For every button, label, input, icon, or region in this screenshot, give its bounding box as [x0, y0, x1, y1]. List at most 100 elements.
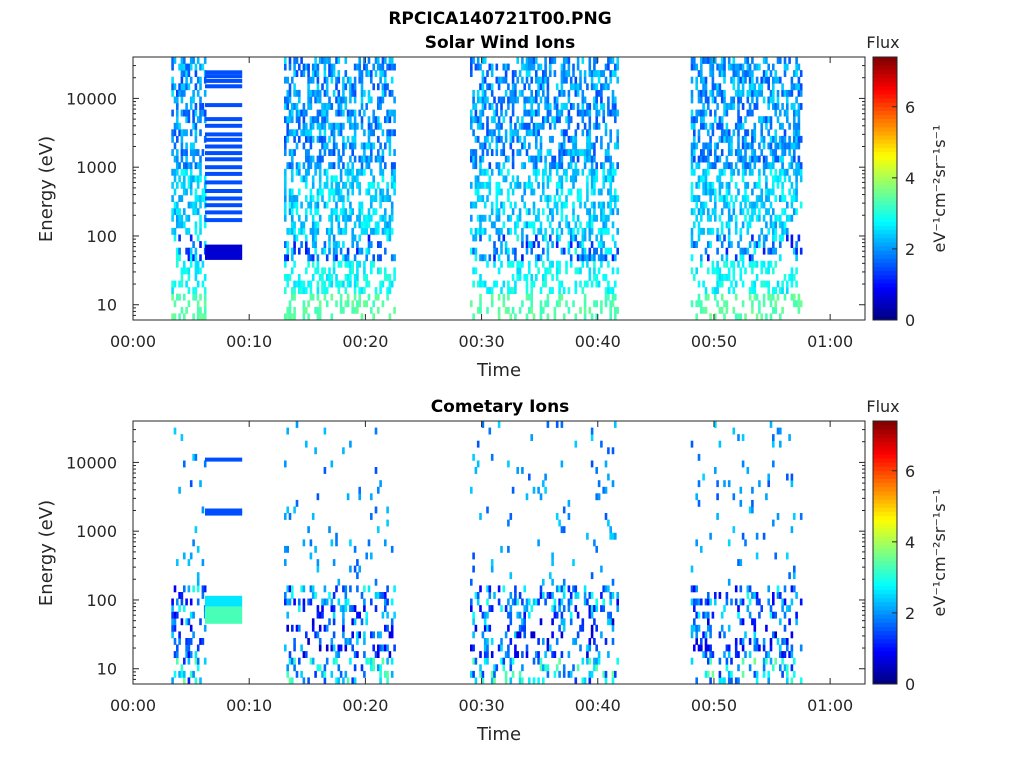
spectrogram-cell [374, 116, 378, 124]
spectrogram-cell [555, 300, 559, 308]
spectrogram-cell [178, 214, 181, 222]
spectrogram-cell [337, 214, 341, 222]
spectrogram-cell [616, 267, 619, 275]
spectrogram-cell [544, 274, 547, 281]
spectrogram-cell [330, 188, 334, 196]
spectrogram-cell [507, 254, 510, 262]
spectrogram-cell [783, 624, 787, 632]
spectrogram-cell [490, 670, 494, 678]
spectrogram-cell [711, 208, 715, 216]
spectrogram-cell [342, 618, 345, 626]
spectrogram-cell [725, 260, 729, 268]
spectrogram-cell [690, 168, 694, 176]
spectrogram-cell [360, 208, 364, 216]
spectrogram-cell [381, 300, 385, 308]
spectrogram-cell [720, 221, 724, 229]
spectrogram-cell [509, 611, 513, 619]
spectrogram-cell [381, 129, 385, 137]
spectrogram-cell [360, 89, 364, 97]
spectrogram-cell [616, 195, 619, 202]
spectrogram-cell [537, 168, 540, 176]
spectrogram-cell [495, 280, 499, 288]
spectrogram-cell [337, 149, 341, 156]
spectrogram-cell [748, 103, 752, 110]
spectrogram-cell [284, 181, 287, 189]
spectrogram-cell [690, 598, 694, 606]
spectrogram-cell [702, 116, 705, 124]
spectrogram-cell [716, 280, 719, 288]
spectrogram-cell [509, 260, 513, 268]
spectrogram-cell [318, 96, 322, 104]
spectrogram-cell [790, 293, 794, 301]
spectrogram-cell [797, 89, 801, 97]
spectrogram-cell [600, 300, 603, 308]
spectrogram-cell [203, 57, 207, 64]
spectrogram-cell [502, 221, 506, 229]
spectrogram-cell [569, 116, 573, 124]
spectrogram-cell [390, 545, 394, 553]
colorbar-segment [873, 295, 897, 300]
spectrogram-cell [737, 313, 740, 321]
spectrogram-cell [697, 499, 701, 507]
colorbar-tick-label: 2 [905, 604, 915, 623]
spectrogram-cell [288, 513, 292, 520]
colorbar-segment [873, 585, 897, 590]
spectrogram-cell [481, 254, 485, 262]
spectrogram-cell [530, 155, 533, 163]
spectrogram-cell [786, 63, 789, 71]
colorbar-segment [873, 155, 897, 161]
spectrogram-cell [284, 592, 287, 599]
spectrogram-cell [528, 155, 531, 163]
spectrogram-cell [349, 605, 352, 612]
spectrogram-cell [725, 109, 729, 117]
spectrogram-cell [523, 162, 526, 170]
spectrogram-cell [339, 208, 343, 216]
colorbar-segment [873, 168, 897, 173]
spectrogram-cell [356, 638, 359, 645]
spectrogram-cell [349, 280, 352, 288]
spectrogram-cell [558, 670, 561, 678]
spectrogram-cell [504, 651, 508, 658]
spectrogram-cell [328, 267, 331, 275]
spectrogram-cell [786, 280, 789, 288]
spectrogram-cell [751, 300, 754, 308]
spectrogram-cell [511, 274, 515, 281]
spectrogram-cell [602, 83, 605, 91]
spectrogram-cell [799, 89, 803, 97]
spectrogram-cell [723, 57, 726, 64]
spectrogram-cell [604, 221, 608, 229]
spectrogram-cell [311, 214, 315, 222]
spectrogram-cell [291, 201, 294, 209]
spectrogram-cell [704, 651, 708, 658]
spectrogram-cell [762, 260, 766, 268]
spectrogram-cell [470, 644, 473, 652]
spectrogram-cell [337, 195, 341, 202]
spectrogram-cell [486, 168, 489, 176]
spectrogram-cell [790, 76, 794, 84]
spectrogram-cell [760, 605, 763, 612]
spectrogram-cell [497, 162, 501, 170]
spectrogram-cell [514, 585, 517, 593]
spectrogram-cell [593, 300, 596, 308]
spectrogram-cell [325, 175, 329, 183]
spectrogram-cell [704, 638, 708, 645]
spectrogram-cell [332, 644, 336, 652]
spectrogram-cell [311, 76, 315, 84]
spectrogram-cell [528, 57, 531, 64]
spectrogram-cell [323, 103, 327, 110]
spectrogram-cell [349, 109, 352, 117]
spectrogram-cell [790, 473, 794, 481]
spectrogram-cell [555, 267, 559, 275]
y-axis-label: Energy (eV) [36, 500, 57, 606]
spectrogram-cell [600, 201, 603, 209]
x-tick-label: 00:40 [575, 696, 621, 715]
spectrogram-cell [737, 83, 740, 91]
spectrogram-cell [342, 162, 345, 170]
spectrogram-cell [590, 631, 594, 639]
spectrogram-cell [774, 103, 777, 110]
spectrogram-cell [593, 57, 596, 64]
spectrogram-cell [525, 651, 529, 658]
spectrogram-cell [532, 241, 536, 248]
spectrogram-cell [360, 168, 364, 176]
spectrogram-cell [330, 76, 334, 84]
